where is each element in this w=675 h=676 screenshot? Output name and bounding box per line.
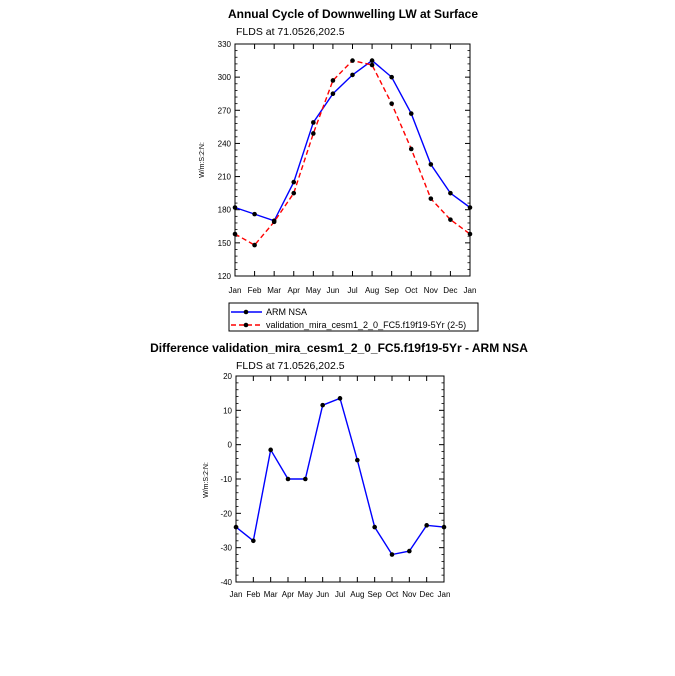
chart2-x-tick-label: Sep <box>368 590 383 599</box>
chart1-series-1-point <box>448 217 453 222</box>
chart2-series-0-point <box>441 524 447 530</box>
chart1-series-1-point <box>408 146 414 152</box>
chart1-series-1-point <box>389 101 394 106</box>
chart1-series-1-point <box>369 62 375 68</box>
chart2-series-0-point <box>320 402 325 408</box>
chart1-series-0-point <box>408 111 414 116</box>
chart2-y-tick-label: -10 <box>220 475 232 484</box>
chart1-y-tick-label: 210 <box>218 173 232 182</box>
chart2-title: Difference validation_mira_cesm1_2_0_FC5… <box>150 341 528 355</box>
chart1-series-1-point <box>252 242 257 248</box>
legend-label-validation: validation_mira_cesm1_2_0_FC5.f19f19-5Yr… <box>266 320 466 330</box>
chart2-x-tick-label: Nov <box>402 590 416 599</box>
chart2-x-tick-label: Dec <box>420 590 434 599</box>
chart1-y-tick-label: 330 <box>218 40 232 49</box>
chart2-series-0-point <box>285 476 291 482</box>
chart1-x-tick-label: May <box>306 286 321 295</box>
chart1-series-1-point <box>311 131 316 136</box>
chart1-series-0-point <box>330 91 336 97</box>
chart1-series-0-point <box>428 162 434 167</box>
chart1-subtitle: FLDS at 71.0526,202.5 <box>236 26 345 38</box>
chart2-x-tick-label: Mar <box>264 590 278 599</box>
chart1-series-line-0 <box>234 59 471 222</box>
chart2-series-0-point <box>407 548 412 554</box>
chart1-series-1-point <box>428 196 434 201</box>
chart1-series-0-point <box>467 205 473 210</box>
legend: ARM NSA validation_mira_cesm1_2_0_FC5.f1… <box>228 302 479 332</box>
chart2-x-tick-label: Aug <box>350 590 364 599</box>
chart2-x-tick-label: Feb <box>246 590 260 599</box>
chart2-series-0-point <box>251 538 256 544</box>
chart2-x-tick-label: Jan <box>230 590 243 599</box>
chart1-y-tick-label: 120 <box>218 272 232 281</box>
legend-marker-validation <box>243 322 249 328</box>
chart1-series-0-point <box>232 205 238 210</box>
chart1-series-1-point <box>330 78 336 83</box>
chart2-series-0-point <box>233 524 239 530</box>
chart2-series-line-0 <box>235 397 445 556</box>
chart1-x-tick-label: Jan <box>229 286 242 295</box>
chart2-plot-frame <box>235 375 445 583</box>
chart2-series-0-point <box>268 447 273 453</box>
chart2-y-tick-label: 10 <box>223 406 232 415</box>
chart1-x-tick-label: Jan <box>464 286 477 295</box>
chart2-y-tick-label: -30 <box>220 544 232 553</box>
chart1-series-1-point <box>350 58 355 63</box>
chart1-series-0-point <box>311 120 316 125</box>
legend-box <box>228 302 479 332</box>
chart2-y-tick-label: 0 <box>228 441 233 450</box>
chart1-y-tick-label: 240 <box>218 139 232 148</box>
chart2-y-tick-label: 20 <box>223 372 232 381</box>
chart2-series-0-point <box>389 552 395 557</box>
chart2-y-tick-label: -20 <box>220 509 232 518</box>
chart2-series-0-point <box>303 476 308 482</box>
chart1-series-0-point <box>448 190 453 196</box>
chart2-x-tick-label: Apr <box>282 590 295 599</box>
chart2-subtitle: FLDS at 71.0526,202.5 <box>236 360 345 372</box>
chart1-series-1-point <box>271 219 277 225</box>
chart1-series-0-point <box>252 211 257 217</box>
chart1-x-tick-label: Jun <box>326 286 339 295</box>
chart2-series-0-point <box>424 523 429 528</box>
chart1-series-1-point <box>291 190 297 196</box>
chart1-series-line-1 <box>234 59 471 246</box>
chart2-x-tick-label: Jul <box>335 590 345 599</box>
chart2-x-tick-label: Jan <box>438 590 451 599</box>
chart2-x-tick-label: Oct <box>386 590 399 599</box>
chart1-x-tick-label: Sep <box>385 286 400 295</box>
chart1-x-tick-label: Feb <box>248 286 262 295</box>
chart1-y-tick-label: 180 <box>218 206 232 215</box>
chart1-y-tick-label: 150 <box>218 239 232 248</box>
chart2-y-axis-label: W/m:S:2:N: <box>203 462 210 498</box>
chart1-series-0-point <box>389 74 394 80</box>
legend-marker-arm-nsa <box>243 309 249 315</box>
annual-cycle-chart: Annual Cycle of Downwelling LW at Surfac… <box>199 7 479 332</box>
chart1-series-0-point <box>350 72 355 78</box>
chart1-y-tick-label: 270 <box>218 106 232 115</box>
chart2-series-0-point <box>337 396 343 401</box>
chart1-series-0-point <box>369 58 375 63</box>
chart1-x-tick-label: Mar <box>267 286 281 295</box>
chart1-y-tick-label: 300 <box>218 73 232 82</box>
chart1-title: Annual Cycle of Downwelling LW at Surfac… <box>228 7 478 21</box>
chart1-x-tick-label: Nov <box>424 286 438 295</box>
chart1-x-tick-label: Oct <box>405 286 418 295</box>
chart2-y-tick-label: -40 <box>220 578 232 587</box>
chart1-y-axis-label: W/m:S:2:N: <box>199 142 206 178</box>
chart2-series-0-point <box>355 457 360 463</box>
chart1-plot-frame <box>234 43 471 277</box>
chart1-series-1-point <box>467 231 473 237</box>
chart2-series-0-point <box>372 524 377 530</box>
chart1-x-tick-label: Dec <box>443 286 457 295</box>
chart1-x-tick-label: Aug <box>365 286 379 295</box>
chart1-series-0-point <box>291 179 297 185</box>
chart2-x-tick-label: Jun <box>316 590 329 599</box>
chart2-x-tick-label: May <box>298 590 313 599</box>
chart1-x-tick-label: Apr <box>288 286 301 295</box>
chart1-series-1-point <box>232 231 238 237</box>
difference-chart: Difference validation_mira_cesm1_2_0_FC5… <box>150 341 528 599</box>
legend-label-arm-nsa: ARM NSA <box>266 307 307 317</box>
chart1-x-tick-label: Jul <box>347 286 357 295</box>
